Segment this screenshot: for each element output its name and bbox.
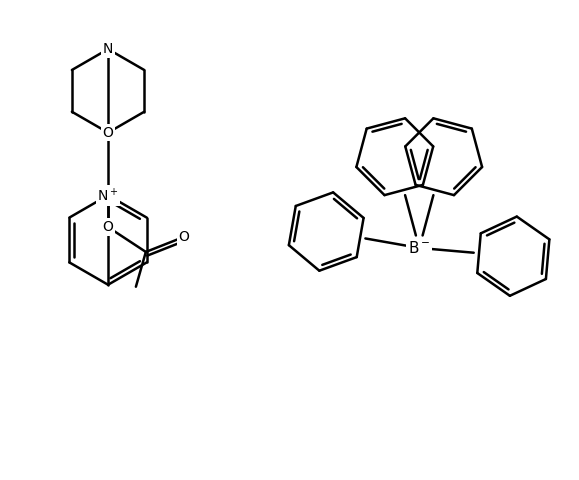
Text: O: O: [102, 220, 113, 234]
Text: O: O: [102, 126, 113, 140]
Text: N$^+$: N$^+$: [97, 187, 119, 204]
Text: N: N: [103, 42, 113, 56]
Text: O: O: [178, 230, 189, 244]
Text: B$^-$: B$^-$: [408, 240, 430, 256]
